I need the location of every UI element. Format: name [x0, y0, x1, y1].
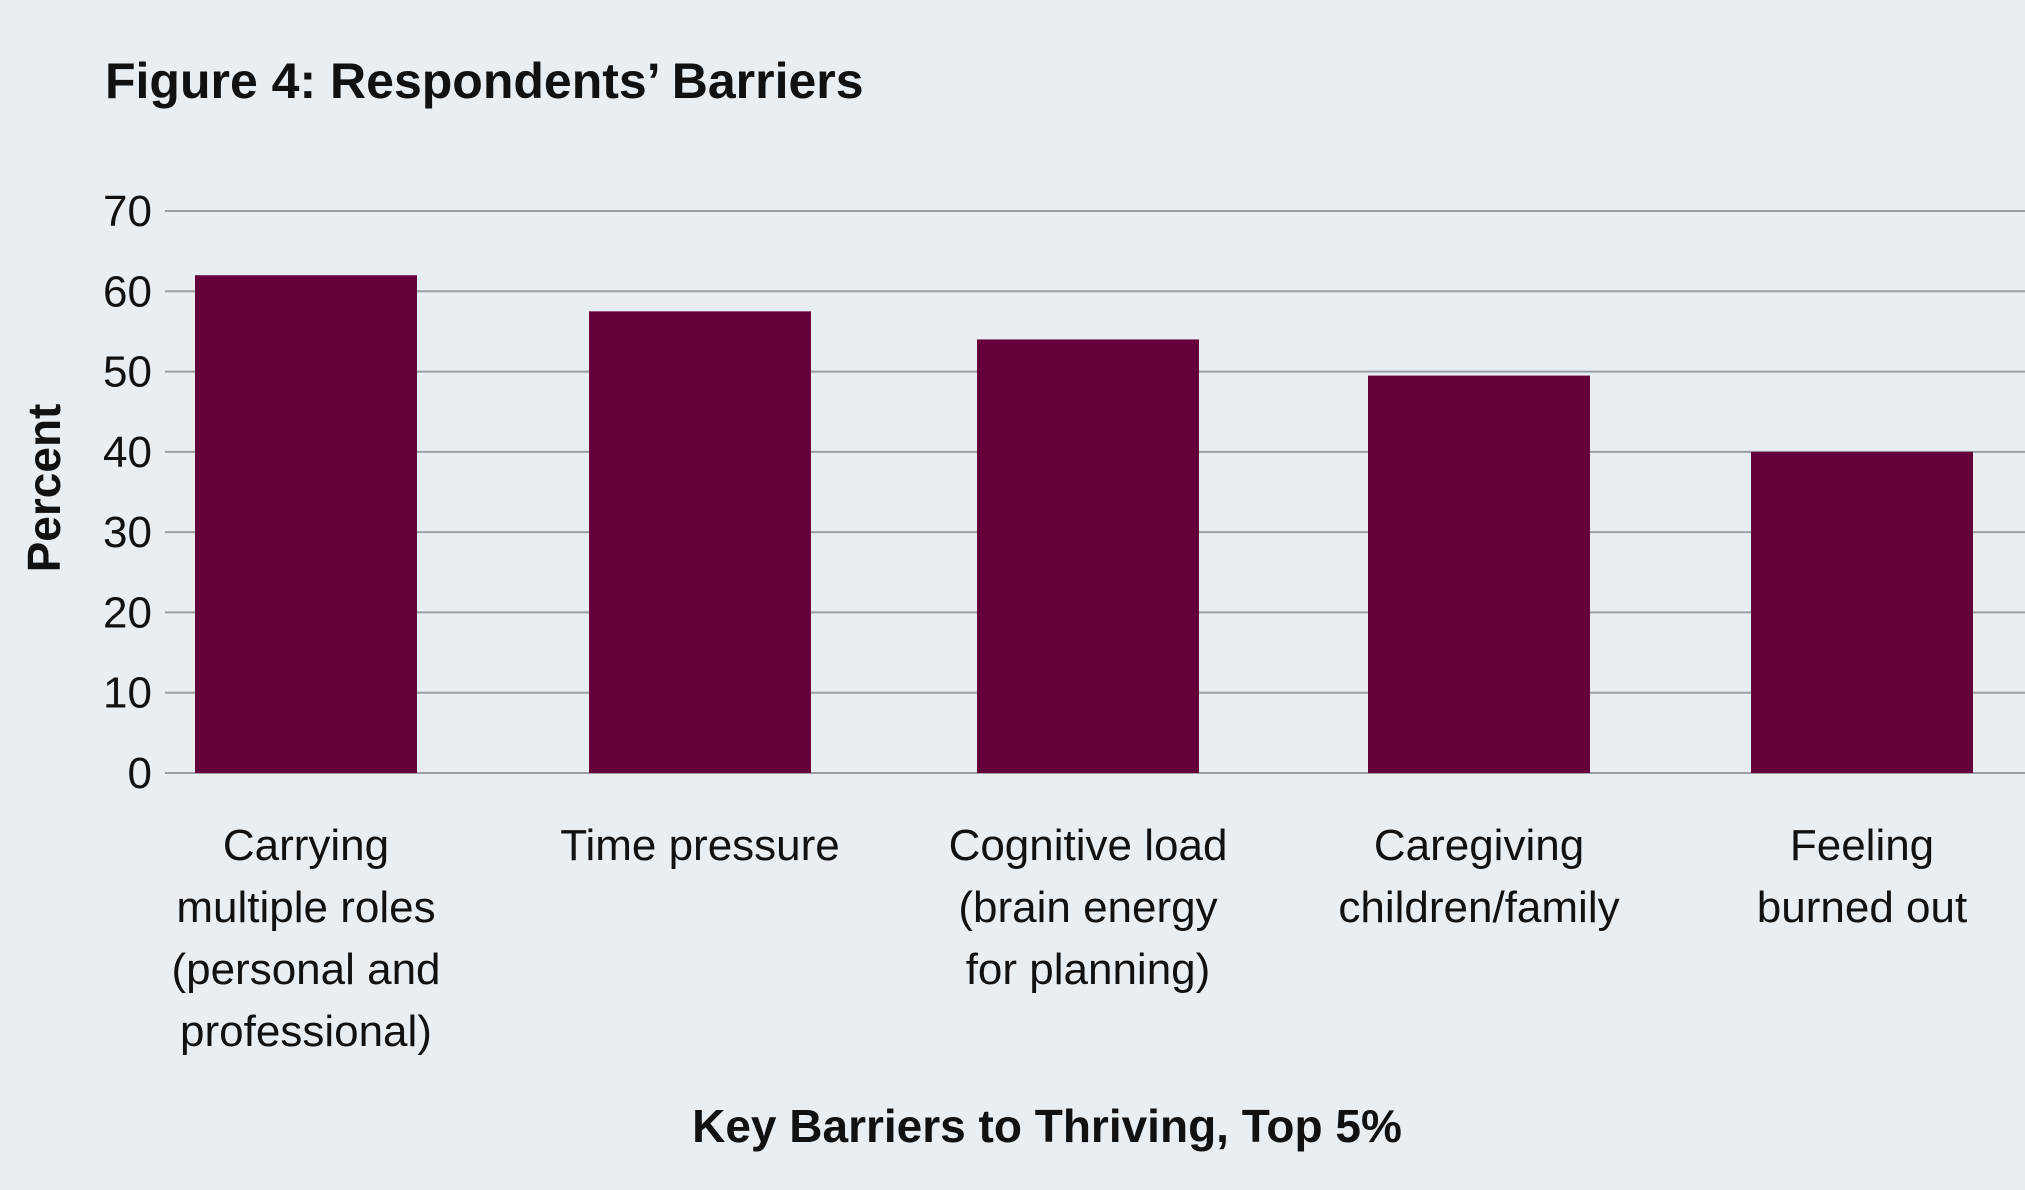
x-category-label-line: Time pressure: [560, 821, 840, 870]
x-category-label-line: multiple roles: [176, 883, 435, 932]
y-tick-label: 10: [103, 669, 152, 718]
bar-4: [1368, 375, 1590, 773]
x-category-label-line: professional): [180, 1007, 432, 1056]
x-category-labels: Carrying multiple roles (personal and profe…: [171, 821, 1967, 1056]
x-category-label-line: (personal and: [171, 945, 440, 994]
x-category-label-line: for planning): [966, 945, 1211, 994]
y-tick-label: 70: [103, 187, 152, 236]
x-category-label-line: Cognitive load: [949, 821, 1228, 870]
x-category-label: Time pressure: [560, 821, 840, 870]
bar-5: [1751, 451, 1973, 773]
bar-1: [195, 275, 417, 773]
x-category-label-line: Feeling: [1790, 821, 1934, 870]
y-tick-label: 40: [103, 428, 152, 477]
y-axis-title: Percent: [18, 404, 70, 573]
x-category-label: Caregiving children/family: [1338, 821, 1619, 932]
x-category-label-line: Caregiving: [1374, 821, 1584, 870]
x-category-label-line: children/family: [1338, 883, 1619, 932]
x-category-label: Feeling burned out: [1757, 821, 1967, 932]
bar-3: [977, 339, 1199, 773]
y-tick-label: 0: [128, 749, 152, 798]
bar-2: [589, 311, 811, 773]
y-tick-label: 50: [103, 348, 152, 397]
x-category-label: Cognitive load (brain energy for planning): [949, 821, 1228, 994]
x-category-label: Carrying multiple roles (personal and profe…: [171, 821, 440, 1056]
chart-title: Figure 4: Respondents’ Barriers: [105, 53, 864, 109]
y-tick-labels: 0 10 20 30 40 50 60 70: [103, 187, 152, 798]
y-tick-label: 60: [103, 267, 152, 316]
x-axis-title: Key Barriers to Thriving, Top 5%: [692, 1100, 1402, 1152]
y-tick-label: 30: [103, 508, 152, 557]
x-category-label-line: (brain energy: [958, 883, 1217, 932]
x-category-label-line: burned out: [1757, 883, 1967, 932]
x-category-label-line: Carrying: [223, 821, 389, 870]
bars: [195, 275, 1973, 773]
y-tick-label: 20: [103, 588, 152, 637]
